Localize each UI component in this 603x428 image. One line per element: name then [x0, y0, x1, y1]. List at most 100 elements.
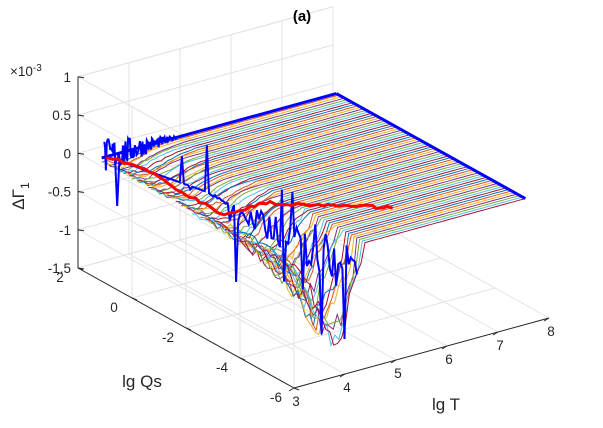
data-series-line — [134, 111, 370, 183]
data-series-line — [109, 97, 345, 171]
data-series-line — [129, 108, 364, 180]
grid-line-floor-y — [185, 257, 442, 329]
data-curves — [101, 93, 526, 348]
x-tick-mark — [492, 331, 499, 336]
data-series-line — [276, 190, 512, 332]
grid-line-back-z — [77, 82, 334, 154]
z-tick-label: -1 — [59, 223, 71, 238]
z-tick-label: -0.5 — [48, 185, 71, 200]
x-tick-mark — [543, 317, 550, 322]
grid-line-back-z — [77, 44, 334, 116]
data-series-line — [230, 164, 466, 257]
x-tick-label: 3 — [292, 394, 300, 409]
x-tick-mark — [339, 373, 346, 378]
crossover-line — [105, 156, 394, 217]
z-tick-label: -1.5 — [48, 261, 71, 276]
data-series-line — [153, 122, 389, 195]
data-series-line — [211, 153, 447, 236]
x-tick-label: 6 — [445, 352, 453, 367]
grid-line-floor-y — [239, 287, 496, 359]
data-series-line — [118, 102, 353, 174]
data-series-line — [145, 117, 381, 188]
data-series-line — [213, 155, 449, 240]
grid-line-left-z — [77, 229, 295, 351]
z-tick-mark — [77, 76, 85, 79]
grid-line-back-z — [77, 159, 334, 231]
z-tick-mark — [77, 114, 85, 117]
x-axis-label: lg T — [432, 395, 460, 414]
data-series-line — [205, 150, 441, 233]
data-series-line — [142, 115, 378, 186]
data-series-line — [271, 187, 507, 314]
data-series-line — [161, 126, 397, 198]
y-tick-label: -6 — [270, 390, 282, 405]
y-tick-label: 0 — [110, 300, 118, 315]
x-tick-mark — [441, 345, 448, 350]
y-axis-label: lg Qs — [122, 372, 162, 391]
x-tick-mark — [288, 387, 295, 392]
data-series-line — [126, 106, 362, 180]
x-tick-label: 8 — [547, 324, 555, 339]
data-series-line — [156, 123, 392, 195]
z-tick-mark — [77, 152, 85, 155]
data-series-line — [115, 100, 351, 174]
data-series-line — [224, 161, 460, 255]
z-tick-mark — [77, 229, 85, 232]
data-series-line — [164, 128, 400, 199]
data-series-line — [279, 192, 515, 336]
data-series-line — [216, 157, 452, 243]
x-tick-label: 4 — [343, 380, 351, 395]
z-tick-mark — [77, 191, 85, 193]
x-tick-label: 5 — [394, 366, 402, 381]
data-series-line — [148, 118, 384, 192]
data-series-line — [192, 143, 427, 222]
data-series-line — [222, 160, 457, 251]
y-tick-label: -4 — [216, 360, 228, 375]
data-series-line — [249, 175, 485, 276]
z-tick-label: 1 — [63, 70, 71, 85]
data-series-line — [285, 195, 520, 326]
tick-labels: 3 4 5 6 7 8 -6 -4 -2 0 2-1.5 -1 -0.5 0 0.5 1 — [48, 70, 555, 409]
data-series-line — [290, 198, 526, 346]
data-series-line — [287, 196, 523, 348]
y-tick-label: 2 — [56, 270, 64, 285]
data-series-line — [233, 166, 468, 263]
z-exponent-label: ×10-3 — [10, 63, 42, 79]
data-series-line — [167, 129, 403, 201]
z-tick-mark — [77, 267, 85, 270]
data-series-line — [180, 137, 416, 211]
data-series-line — [183, 138, 419, 213]
grid-line-left-z — [77, 191, 295, 312]
data-series-line — [150, 120, 386, 194]
data-series-line — [107, 96, 342, 169]
y-tick-label: -2 — [162, 330, 174, 345]
data-series-line — [112, 99, 348, 173]
chart-title: (a) — [293, 8, 311, 25]
data-series-line — [159, 125, 394, 199]
data-series-line — [178, 135, 414, 210]
y-tick-mark — [293, 387, 300, 391]
y-tick-mark — [185, 327, 192, 331]
data-series-line — [208, 152, 444, 236]
data-series-line — [263, 182, 499, 302]
data-series-line — [219, 158, 455, 247]
y-tick-mark — [131, 297, 138, 301]
z-tick-label: 0.5 — [52, 108, 71, 123]
z-tick-label: 0 — [63, 146, 71, 161]
data-series-line — [131, 109, 367, 184]
axes — [77, 76, 550, 392]
x-axis-line — [293, 317, 550, 389]
data-series-line — [197, 146, 433, 223]
z-axis-label: ΔΓ1 — [9, 182, 32, 210]
x-tick-mark — [390, 359, 397, 364]
data-series-line — [120, 103, 356, 175]
data-series-line — [255, 178, 490, 289]
edge-line-high-t — [335, 92, 527, 200]
y-tick-mark — [239, 357, 246, 361]
data-series-line — [139, 114, 375, 187]
x-tick-label: 7 — [496, 338, 504, 353]
box-edge — [77, 6, 334, 78]
data-series-line — [137, 112, 373, 185]
z-axis-label-group: ΔΓ1 — [9, 182, 32, 210]
